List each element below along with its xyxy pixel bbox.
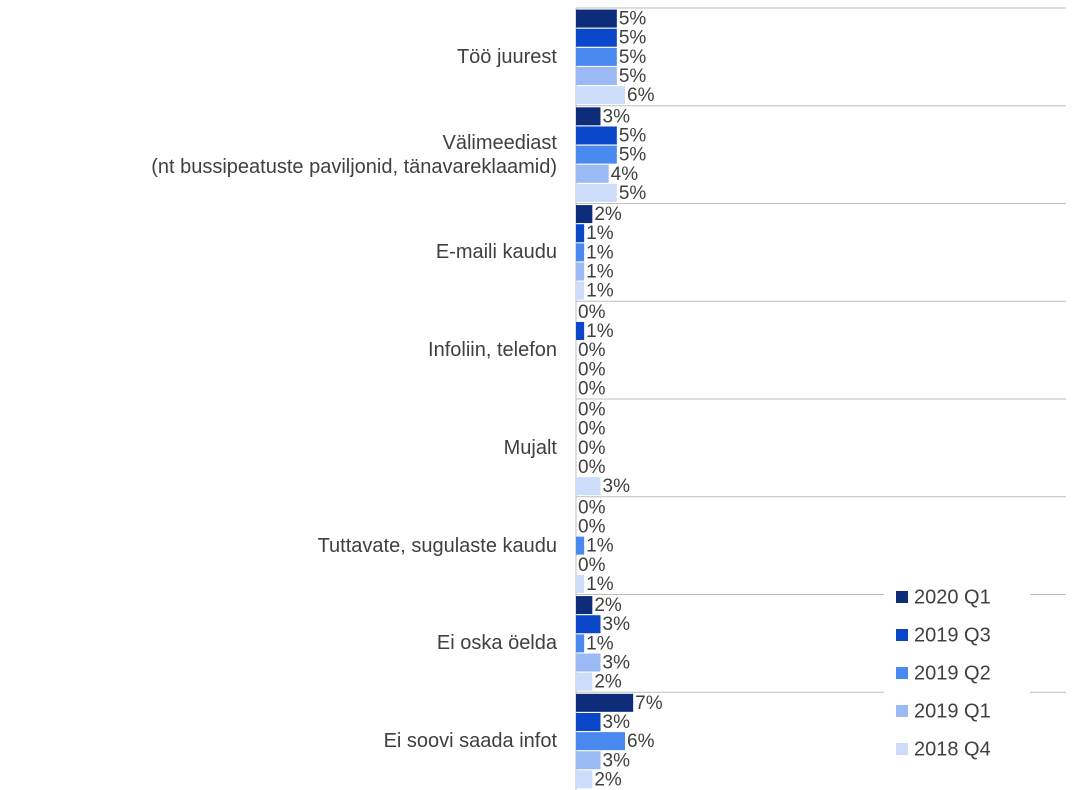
data-label: 0%	[578, 457, 606, 478]
bar	[576, 672, 593, 691]
data-label: 3%	[603, 106, 631, 127]
data-label: 5%	[619, 145, 647, 166]
bar	[576, 574, 585, 593]
legend-label: 2020 Q1	[914, 586, 991, 608]
legend-label: 2019 Q3	[914, 624, 991, 646]
data-label: 0%	[578, 438, 606, 459]
category-label: Infoliin, telefon	[428, 339, 557, 362]
data-label: 1%	[586, 536, 614, 557]
bar	[576, 281, 585, 300]
bar	[576, 477, 601, 496]
category-label: Välimeediast (nt bussipeatuste paviljoni…	[151, 131, 557, 178]
category-label: Ei oska öelda	[436, 632, 557, 655]
data-label: 3%	[603, 712, 631, 733]
legend-label: 2019 Q2	[914, 662, 991, 684]
bar	[576, 693, 634, 712]
legend-label: 2019 Q1	[914, 700, 991, 722]
bar	[576, 86, 625, 105]
data-label: 0%	[578, 302, 606, 323]
data-label: 1%	[586, 242, 614, 263]
data-label: 6%	[627, 85, 655, 106]
category-label: Töö juurest	[456, 45, 557, 68]
bar	[576, 9, 617, 28]
data-label: 7%	[635, 693, 663, 714]
bar	[576, 164, 609, 183]
legend-swatch	[896, 705, 908, 717]
bar	[576, 67, 617, 86]
data-label: 5%	[619, 9, 647, 30]
bar	[576, 107, 601, 126]
legend-bg	[884, 578, 1030, 774]
bar	[576, 751, 601, 770]
bar	[576, 770, 593, 789]
legend-swatch	[896, 629, 908, 641]
data-label: 2%	[594, 672, 622, 693]
bar	[576, 615, 601, 634]
bar	[576, 205, 593, 224]
bar	[576, 634, 585, 653]
legend-swatch	[896, 591, 908, 603]
data-label: 4%	[611, 164, 639, 185]
category-label: E-maili kaudu	[435, 241, 557, 264]
data-label: 5%	[619, 183, 647, 204]
data-label: 5%	[619, 47, 647, 68]
legend-swatch	[896, 743, 908, 755]
data-label: 3%	[603, 476, 631, 497]
data-label: 5%	[619, 125, 647, 146]
data-label: 0%	[578, 359, 606, 380]
bar	[576, 183, 617, 202]
data-label: 6%	[627, 731, 655, 752]
category-label: Tuttavate, sugulaste kaudu	[317, 534, 557, 557]
data-label: 5%	[619, 66, 647, 87]
bar	[576, 536, 585, 555]
data-label: 2%	[594, 769, 622, 790]
data-label: 2%	[594, 595, 622, 616]
category-label: Mujalt	[503, 436, 557, 459]
data-label: 1%	[586, 281, 614, 302]
bar	[576, 145, 617, 164]
data-label: 0%	[578, 516, 606, 537]
data-label: 0%	[578, 400, 606, 421]
bar	[576, 596, 593, 615]
legend-label: 2018 Q4	[914, 738, 991, 760]
data-label: 1%	[586, 223, 614, 244]
data-label: 0%	[578, 497, 606, 518]
data-label: 1%	[586, 633, 614, 654]
bar	[576, 653, 601, 672]
bar	[576, 732, 625, 751]
bar	[576, 28, 617, 47]
bar	[576, 712, 601, 731]
data-label: 3%	[603, 614, 631, 635]
data-label: 1%	[586, 321, 614, 342]
bar	[576, 224, 585, 243]
data-label: 0%	[578, 340, 606, 361]
data-label: 3%	[603, 750, 631, 771]
legend-swatch	[896, 667, 908, 679]
category-label: Ei soovi saada infot	[383, 730, 557, 753]
bar	[576, 243, 585, 262]
bar	[576, 321, 585, 340]
bar	[576, 47, 617, 66]
bar	[576, 262, 585, 281]
bar	[576, 126, 617, 145]
data-label: 1%	[586, 574, 614, 595]
data-label: 1%	[586, 262, 614, 283]
data-label: 5%	[619, 28, 647, 49]
data-label: 0%	[578, 378, 606, 399]
data-label: 2%	[594, 204, 622, 225]
data-label: 3%	[603, 653, 631, 674]
data-label: 0%	[578, 555, 606, 576]
data-label: 0%	[578, 419, 606, 440]
